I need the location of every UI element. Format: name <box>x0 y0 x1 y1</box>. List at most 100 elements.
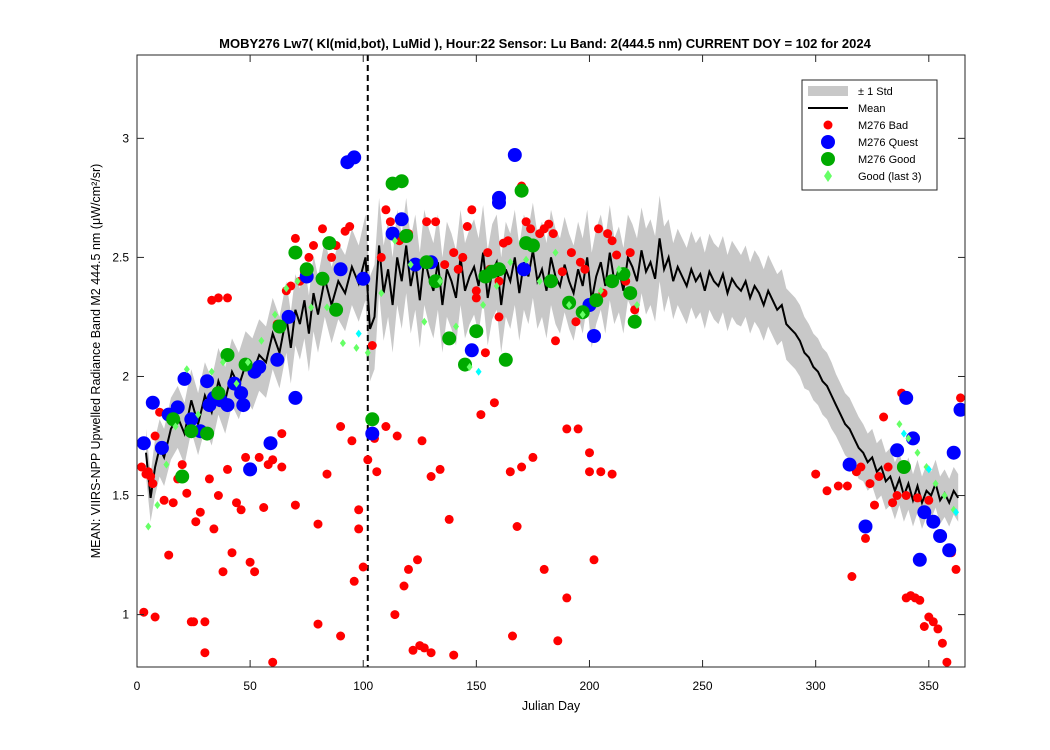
bad-point <box>290 233 300 243</box>
last3-point <box>364 348 371 357</box>
bad-point <box>336 422 346 431</box>
bad-point <box>404 564 413 574</box>
bad-point <box>268 455 278 465</box>
bad-point <box>951 564 961 574</box>
bad-point <box>562 593 572 603</box>
last3-point <box>914 448 921 457</box>
last3-point <box>308 303 315 312</box>
last3-point <box>536 277 543 286</box>
quest-point <box>288 390 303 405</box>
bad-point <box>607 236 617 246</box>
bad-point <box>408 645 418 655</box>
legend-label-good: M276 Good <box>858 154 915 166</box>
bad-point <box>562 424 572 434</box>
last3-cyan-point <box>953 508 959 517</box>
last3-point <box>552 248 559 257</box>
legend-good-swatch <box>821 152 835 166</box>
quest-point <box>243 462 258 477</box>
good-point <box>525 238 540 253</box>
good-point <box>514 183 529 198</box>
last3-point <box>453 322 459 331</box>
y-tick-label: 1 <box>122 608 129 622</box>
quest-point <box>365 426 380 441</box>
bad-point <box>327 252 337 262</box>
last3-point <box>597 286 604 295</box>
bad-point <box>245 557 255 567</box>
last3-point <box>154 501 161 510</box>
bad-point <box>150 431 160 441</box>
y-axis-label: MEAN: VIIRS-NPP Upwelled Radiance Band M… <box>89 164 103 559</box>
bad-point <box>440 260 450 270</box>
axes-box <box>136 54 966 668</box>
good-point <box>184 424 199 439</box>
last3-point <box>523 255 530 264</box>
bad-point <box>426 472 436 481</box>
legend: ± 1 Std Mean M276 Bad M276 Quest M276 Go… <box>801 79 938 191</box>
bad-point <box>150 612 160 622</box>
good-point <box>896 460 911 474</box>
last3-point <box>896 420 903 429</box>
bad-point <box>476 410 486 420</box>
bad-point <box>304 252 314 262</box>
good-point <box>365 412 380 427</box>
last3-cyan-point <box>475 367 482 376</box>
good-point <box>211 386 226 401</box>
bad-point <box>462 222 472 231</box>
bad-point <box>189 617 199 627</box>
legend-quest-swatch <box>821 135 835 149</box>
bad-point <box>381 422 391 431</box>
bad-point <box>259 503 269 512</box>
bad-point <box>139 607 149 617</box>
bad-point <box>508 631 517 641</box>
good-point <box>200 426 215 441</box>
last3-cyan-point <box>355 329 362 338</box>
x-tick-label: 50 <box>243 679 257 693</box>
legend-label-quest: M276 Quest <box>858 137 918 149</box>
bad-point <box>913 493 922 503</box>
last3-point <box>507 258 514 267</box>
last3-point <box>339 339 346 348</box>
bad-point <box>200 617 210 627</box>
bad-point <box>177 460 187 470</box>
bad-point <box>942 657 952 667</box>
bad-point <box>901 491 911 500</box>
last3-point <box>437 277 444 286</box>
last3-point <box>566 301 573 309</box>
last3-point <box>493 282 500 290</box>
bad-point <box>607 469 617 479</box>
y-tick-label: 2 <box>122 369 129 383</box>
quest-point <box>385 226 400 241</box>
bad-point <box>385 217 395 227</box>
quest-point <box>464 343 479 358</box>
last3-cyan-point <box>900 429 907 438</box>
bad-point <box>218 567 228 577</box>
bad-point <box>856 462 866 472</box>
good-point <box>175 469 190 484</box>
bad-point <box>847 572 857 581</box>
x-tick-label: 100 <box>353 679 373 693</box>
quest-point <box>220 398 235 413</box>
bad-point <box>924 495 934 505</box>
good-point <box>322 236 337 251</box>
bad-point <box>919 622 929 631</box>
last3-point <box>480 301 487 309</box>
bad-point <box>480 348 490 358</box>
bad-point <box>585 467 594 477</box>
bad-point <box>512 522 522 531</box>
legend-label-last3: Good (last 3) <box>858 171 922 183</box>
bad-point <box>517 462 527 472</box>
last3-point <box>324 303 330 312</box>
bad-point <box>553 636 563 646</box>
bad-point <box>290 500 300 510</box>
last3-point <box>163 460 170 469</box>
last3-point <box>283 284 290 293</box>
good-point <box>399 229 414 243</box>
good-point <box>419 255 434 270</box>
bad-point <box>589 555 599 565</box>
quest-point <box>408 257 423 272</box>
bad-point <box>625 248 635 258</box>
quest-point <box>263 436 278 451</box>
quest-point <box>234 386 249 401</box>
bad-point <box>367 341 377 350</box>
